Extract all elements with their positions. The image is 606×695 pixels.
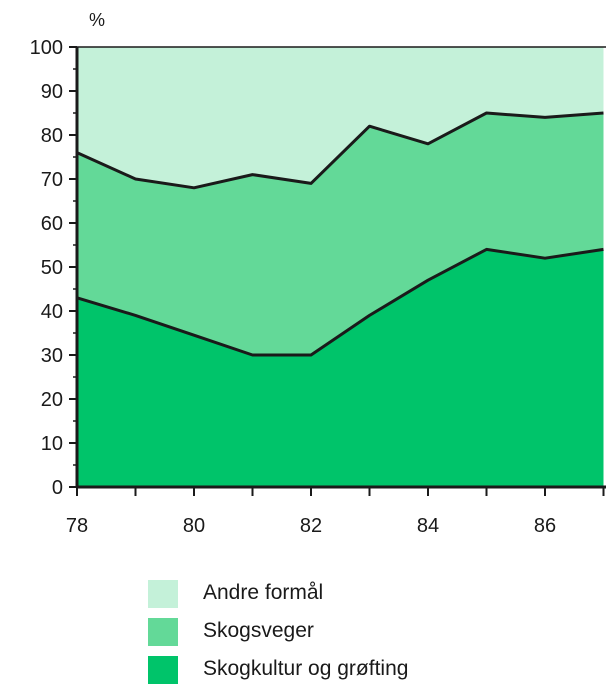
area-series-2 xyxy=(77,47,604,188)
chart-area: 0 10 20 30 40 50 60 70 80 90 100 78 80 82 84 86% xyxy=(30,10,606,537)
y-tick-label-20: 20 xyxy=(41,389,63,411)
legend-swatch-skogsveger xyxy=(148,618,178,646)
y-tick-label-100: 100 xyxy=(30,37,63,59)
series-boundary-line-0 xyxy=(76,247,604,357)
area-series-1 xyxy=(77,113,604,355)
y-tick-label-30: 30 xyxy=(41,345,63,367)
y-tick-label-50: 50 xyxy=(41,257,63,279)
legend-item-skogsveger: Skogsveger xyxy=(148,614,588,652)
x-tick-label-84: 84 xyxy=(417,515,439,537)
legend-swatch-skogkultur xyxy=(148,656,178,684)
area-series-0 xyxy=(77,249,604,487)
y-tick-label-70: 70 xyxy=(41,169,63,191)
y-tick-label-80: 80 xyxy=(41,125,63,147)
y-unit-label: % xyxy=(89,10,105,30)
y-tick-label-10: 10 xyxy=(41,433,63,455)
legend-label-skogsveger: Skogsveger xyxy=(203,619,314,642)
x-tick-label-86: 86 xyxy=(534,515,556,537)
y-tick-label-40: 40 xyxy=(41,301,63,323)
x-tick-label-82: 82 xyxy=(300,515,322,537)
legend-swatch-andre-formal xyxy=(148,580,178,608)
legend-item-andre-formal: Andre formål xyxy=(148,576,588,614)
y-tick-label-90: 90 xyxy=(41,81,63,103)
x-tick-label-78: 78 xyxy=(66,515,88,537)
y-tick-label-60: 60 xyxy=(41,213,63,235)
stacked-area-chart: 0 10 20 30 40 50 60 70 80 90 100 78 80 82 84 86% xyxy=(30,10,606,537)
legend: Andre formål Skogsveger Skogkultur og gr… xyxy=(148,576,588,690)
legend-label-andre-formal: Andre formål xyxy=(203,581,324,604)
series-boundary-line-1 xyxy=(76,111,604,190)
legend-item-skogkultur: Skogkultur og grøfting xyxy=(148,652,588,690)
legend-label-skogkultur: Skogkultur og grøfting xyxy=(203,657,409,680)
y-tick-label-0: 0 xyxy=(52,477,63,499)
x-tick-label-80: 80 xyxy=(183,515,205,537)
